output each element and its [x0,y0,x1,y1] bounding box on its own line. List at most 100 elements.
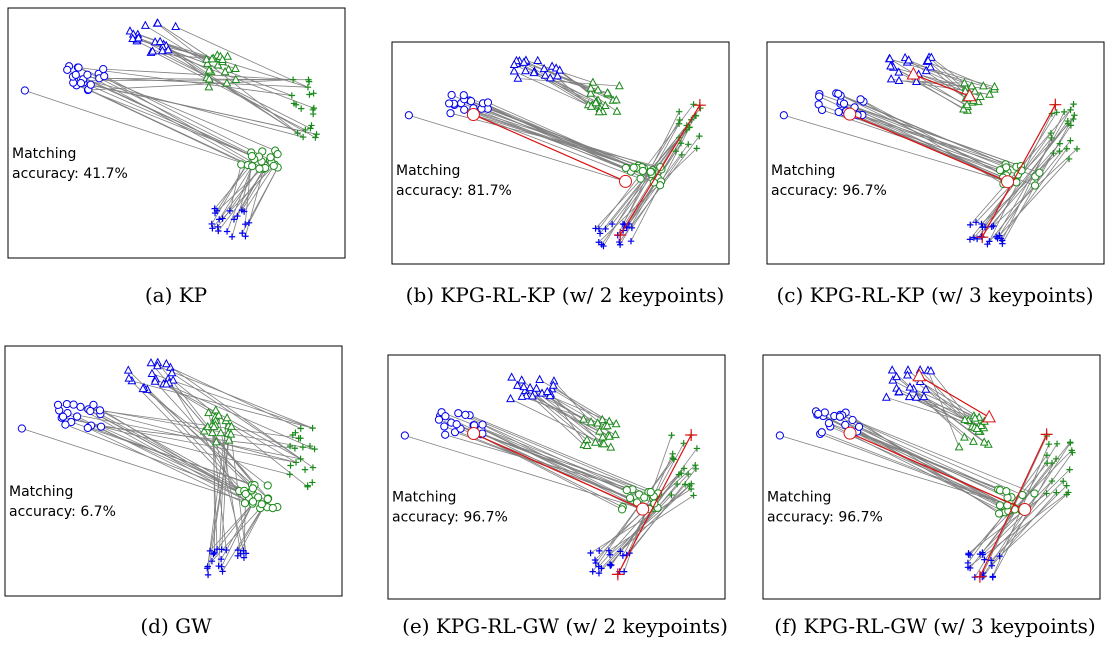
source-triangle-point [911,392,921,401]
match-line [151,373,313,429]
target-plus-point [309,424,316,432]
target-circle-point [248,497,258,506]
accuracy-value: accuracy: 96.7% [767,509,883,525]
match-line [214,153,278,214]
source-plus-point [240,208,248,215]
keypoints [467,427,698,581]
target-plus-point [1061,108,1068,116]
source-plus-point [606,561,614,568]
source-circle-point [20,86,29,95]
target-triangle-point [976,91,985,100]
source-plus-point [616,238,623,246]
target-plus-point [1063,145,1071,152]
target-plus-point [688,480,695,487]
match-line [408,114,626,182]
target-circle-point [638,166,647,176]
match-line [152,51,306,131]
match-line [157,365,313,429]
target-plus-point [287,462,294,469]
source-triangle-point [519,57,529,66]
panel-caption: (f) KPG-RL-GW (w/ 3 keypoints) [774,614,1096,638]
keypoint-line [918,375,990,418]
target-triangle-point [588,77,598,86]
source-plus-point [242,550,250,557]
accuracy-label: Matching [771,163,835,179]
source-circle-point [447,90,456,100]
target-circle-point [263,481,272,490]
target-triangle-point [602,420,612,430]
target-plus-point [672,147,680,155]
source-circle-point [848,415,857,425]
target-plus-point [1067,137,1074,144]
source-plus-point [964,564,972,571]
target-triangle-point [976,420,986,429]
target-plus-point [301,466,309,473]
match-line [907,62,995,88]
source-triangle-point [926,62,935,71]
source-triangle-point [926,366,936,375]
source-triangle-point [548,380,558,389]
source-plus-point [617,548,624,555]
target-plus-point [310,90,317,97]
source-plus-point [217,555,225,563]
match-line [601,473,689,569]
target-triangle-point [962,99,972,109]
match-line [72,76,308,88]
target-triangle-point [990,81,1000,91]
keypoint-line [981,104,1056,238]
source-circle-point [817,428,826,437]
target-triangle-point [202,54,211,63]
target-plus-point [309,479,316,486]
match-line [465,414,649,493]
source-plus-point [988,223,995,230]
source-circle-point [71,70,80,79]
keypoint-line [617,434,692,575]
source-circle-point [460,105,469,114]
target-triangle-point [586,417,596,426]
source-circle-point [779,111,788,120]
target-plus-point [1043,490,1050,497]
match-line [98,73,264,170]
source-triangle-point [529,67,539,77]
target-triangle-point [231,74,241,84]
target-circle-point [268,504,277,513]
target-plus-point [288,92,296,99]
keypoints [843,368,1053,583]
target-plus-point [307,125,314,132]
target-plus-point [1053,440,1061,448]
source-circle-point [834,107,843,117]
source-triangle-point [905,382,915,391]
match-line [890,65,968,106]
source-triangle-point [521,65,530,75]
source-plus-point [219,568,226,575]
keypoint-source [843,426,857,440]
source-triangle-point [911,76,921,85]
source-plus-point [208,557,216,565]
source-plus-point [627,237,635,245]
source-circle-point [817,105,827,115]
match-line [598,473,682,567]
match-line [163,383,297,463]
target-triangle-point [211,405,221,414]
source-plus-point [989,574,996,581]
source-circle-point [69,400,78,409]
target-plus-point [1053,489,1060,496]
source-circle-point [856,95,865,104]
source-triangle-point [512,380,522,389]
target-plus-point [685,141,692,148]
source-triangle-point [148,46,158,55]
target-plus-point [1066,466,1073,473]
accuracy-label: Matching [767,489,831,505]
source-triangle-point [894,386,904,396]
points [17,357,318,579]
panel-caption: (d) GW [140,614,212,638]
keypoint-target [1018,502,1032,516]
source-triangle-point [152,360,162,370]
source-triangle-point [140,20,150,29]
target-circle-point [255,164,264,173]
target-plus-point [1056,140,1064,147]
target-triangle-point [970,413,980,422]
source-triangle-point [886,74,896,83]
source-plus-point [234,552,241,560]
target-plus-point [696,132,703,140]
